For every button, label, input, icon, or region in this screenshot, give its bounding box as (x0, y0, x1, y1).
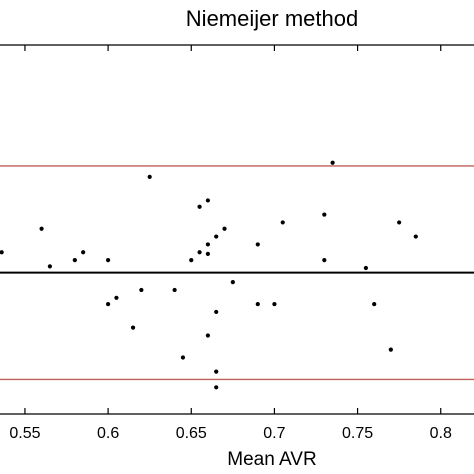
data-point (413, 234, 418, 239)
x-tick-label: 0.65 (176, 425, 207, 442)
data-point (397, 220, 402, 225)
data-point (214, 385, 219, 390)
data-point (372, 301, 377, 307)
x-axis-label: Mean AVR (227, 449, 316, 470)
data-point (255, 301, 260, 307)
data-point (47, 264, 52, 269)
x-tick-label: 0.75 (342, 425, 373, 442)
data-point (139, 287, 144, 293)
data-point (214, 234, 219, 239)
data-point (114, 295, 119, 300)
data-point (147, 174, 152, 179)
data-point (222, 226, 227, 231)
data-point (81, 250, 86, 255)
data-point (255, 242, 260, 247)
data-point (197, 250, 202, 255)
data-point (205, 242, 210, 247)
data-point (130, 325, 136, 330)
data-point (205, 333, 210, 338)
data-points (0, 160, 418, 390)
data-point (172, 287, 177, 293)
data-point (388, 347, 393, 352)
x-tick-label: 0.55 (9, 425, 40, 442)
data-point (106, 258, 111, 263)
data-point (214, 309, 219, 315)
data-point (322, 258, 327, 263)
data-point (230, 280, 235, 285)
data-point (322, 212, 327, 217)
data-point (197, 204, 202, 209)
data-point (214, 369, 219, 374)
x-axis-ticks: 0.55 0.6 0.65 0.7 0.75 0.8 (9, 45, 452, 442)
x-tick-label: 0.8 (430, 425, 452, 442)
x-tick-label: 0.7 (263, 425, 285, 442)
reference-lines (0, 165, 474, 381)
data-point (106, 301, 111, 307)
data-point (363, 265, 368, 271)
data-point (205, 251, 210, 256)
axes (0, 44, 474, 415)
data-point (72, 258, 77, 263)
data-point (272, 301, 277, 307)
x-tick-label: 0.6 (97, 425, 119, 442)
data-point (205, 198, 210, 203)
data-point (189, 258, 194, 263)
chart-title: Niemeijer method (186, 6, 358, 31)
data-point (0, 250, 4, 255)
data-point (180, 355, 186, 360)
data-point (330, 160, 335, 165)
data-point (39, 226, 44, 231)
data-point (280, 220, 285, 225)
